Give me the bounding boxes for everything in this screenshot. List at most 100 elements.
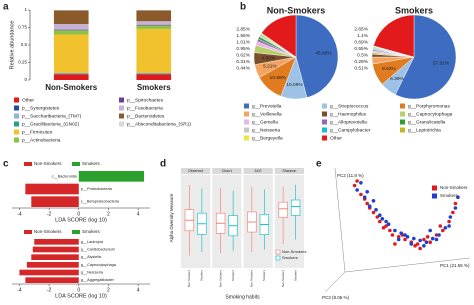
axis bbox=[324, 271, 346, 293]
x-tick-label: 4 bbox=[137, 211, 140, 217]
x-tick-label: Smokers bbox=[137, 83, 171, 92]
slice-label: 5.21% bbox=[263, 64, 277, 70]
legend-swatch bbox=[119, 105, 124, 111]
legend-label: g__Granulicatella bbox=[408, 119, 446, 125]
point bbox=[384, 219, 388, 224]
legend-swatch bbox=[14, 129, 19, 135]
legend-swatch bbox=[119, 121, 124, 127]
slice-label: 0.55% bbox=[354, 46, 368, 52]
bar bbox=[25, 277, 79, 283]
point bbox=[386, 222, 391, 226]
point bbox=[362, 195, 367, 199]
bar-segment bbox=[136, 21, 172, 25]
legend-swatch bbox=[322, 119, 327, 125]
legend-swatch bbox=[119, 97, 124, 103]
point bbox=[453, 201, 458, 206]
slice-label: 6.39% bbox=[390, 76, 404, 82]
bar-segment bbox=[136, 25, 172, 29]
bar-segment bbox=[136, 10, 172, 22]
bar bbox=[34, 239, 79, 245]
point bbox=[396, 237, 401, 242]
slice-label: 4.59% bbox=[261, 55, 275, 61]
point bbox=[413, 244, 417, 248]
y-tick-label: 0.75 bbox=[18, 25, 27, 30]
x-tick-label: -4 bbox=[17, 211, 22, 217]
point bbox=[365, 190, 370, 194]
legend-swatch bbox=[275, 255, 281, 261]
y-tick-label: 0.25 bbox=[18, 60, 27, 65]
point bbox=[430, 236, 435, 241]
legend-label: Non-Smokers bbox=[34, 161, 62, 166]
x-tick-label: 4 bbox=[137, 287, 140, 293]
bar-label: g__Aggregatibacter bbox=[81, 278, 115, 282]
point bbox=[371, 210, 376, 215]
legend-label: p__Actinobacteria bbox=[22, 137, 61, 143]
legend-swatch bbox=[400, 127, 405, 133]
legend-swatch bbox=[400, 103, 405, 109]
bar-label: c__Bacteroidia bbox=[52, 174, 78, 178]
legend-swatch bbox=[24, 230, 32, 234]
point bbox=[447, 219, 451, 224]
slice-label: 45.80% bbox=[315, 51, 332, 57]
legend-swatch bbox=[244, 135, 249, 141]
axis bbox=[344, 257, 471, 273]
point bbox=[418, 246, 422, 251]
point bbox=[434, 233, 439, 237]
slice-label: 0.51% bbox=[354, 65, 368, 71]
legend-label: g__Gemella bbox=[252, 119, 278, 125]
bar-label: g__Cardiobacterium bbox=[81, 248, 115, 252]
pie-slice bbox=[295, 14, 339, 98]
point bbox=[428, 228, 433, 233]
point bbox=[437, 233, 441, 237]
point bbox=[378, 219, 382, 224]
bar-segment bbox=[53, 34, 89, 73]
x-tick-label: Non-Smokers bbox=[250, 269, 254, 287]
legend-label: p__Saccharibacteria_(TM7) bbox=[22, 113, 82, 119]
axis bbox=[334, 167, 346, 273]
bar bbox=[31, 254, 79, 260]
point bbox=[405, 235, 410, 239]
y-tick-label: 1 bbox=[24, 7, 27, 12]
axis-title: PC3 (8.06 %) bbox=[322, 295, 350, 300]
legend-label: p__Absconditabacteria_(SR1) bbox=[127, 121, 191, 127]
point bbox=[378, 213, 382, 217]
facet-header bbox=[181, 168, 211, 174]
legend-swatch bbox=[400, 111, 405, 117]
point bbox=[424, 240, 429, 244]
pie-title: Smokers bbox=[395, 5, 433, 15]
panel-label: d bbox=[160, 159, 166, 170]
facet-label: Observed bbox=[188, 169, 203, 173]
facet-header bbox=[212, 168, 242, 174]
slice-label: 2.65% bbox=[354, 26, 368, 32]
bar-label: p__Proteobacteria bbox=[81, 187, 113, 191]
legend-label: p__Spirochaetes bbox=[127, 97, 164, 103]
point bbox=[438, 224, 443, 228]
bar-segment bbox=[53, 29, 89, 31]
point bbox=[434, 237, 439, 242]
legend-swatch bbox=[322, 103, 327, 109]
legend-label: g__Bergeyella bbox=[252, 135, 283, 141]
bar-segment bbox=[136, 28, 172, 73]
point bbox=[365, 201, 370, 206]
point bbox=[374, 208, 378, 212]
box bbox=[278, 201, 288, 218]
x-tick-label: Non-Smokers bbox=[218, 269, 222, 287]
facet-label: Chao1 bbox=[222, 169, 232, 173]
slice-label: 8.62% bbox=[382, 66, 396, 72]
x-tick-label: -2 bbox=[47, 211, 52, 217]
point bbox=[422, 237, 426, 242]
legend-swatch bbox=[432, 185, 437, 191]
panel-label: c bbox=[3, 159, 9, 170]
legend-label: g__Alloprevotella bbox=[330, 119, 367, 125]
point bbox=[388, 228, 392, 233]
legend-swatch bbox=[432, 193, 437, 199]
legend-label: p__Fusobacteria bbox=[127, 105, 163, 111]
x-tick-label: -2 bbox=[47, 287, 52, 293]
legend-label: g__Porphyromonas bbox=[408, 103, 450, 109]
legend-label: Non-Smokers bbox=[440, 185, 468, 190]
legend-swatch bbox=[14, 97, 19, 103]
bar bbox=[25, 183, 79, 195]
legend-swatch bbox=[244, 119, 249, 125]
slice-label: 2.85% bbox=[236, 26, 250, 32]
